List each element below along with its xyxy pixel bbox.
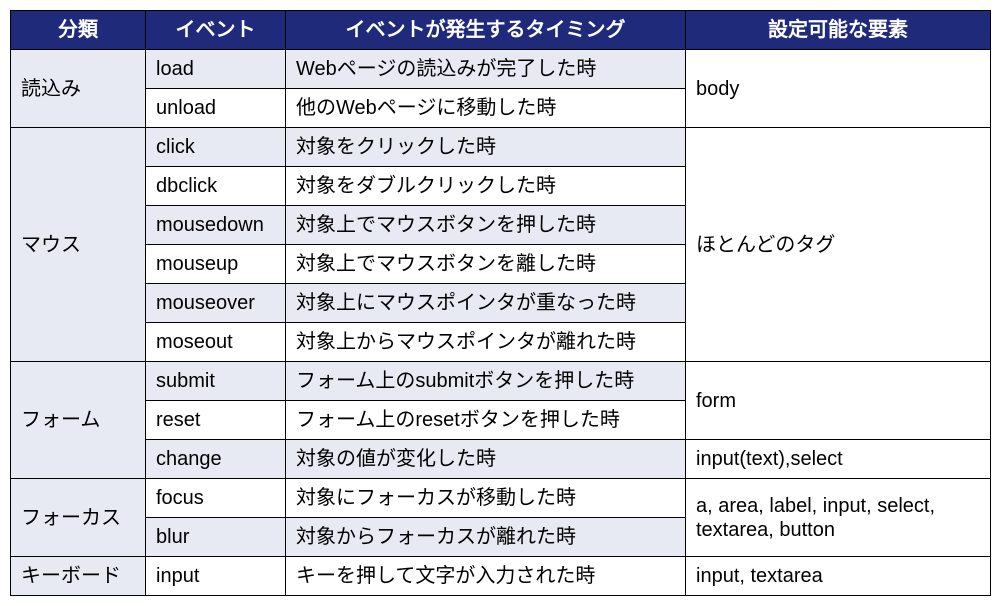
cell-timing: 対象上でマウスボタンを押した時 — [286, 206, 686, 245]
col-header-target: 設定可能な要素 — [686, 11, 991, 50]
cell-timing: 対象上にマウスポインタが重なった時 — [286, 284, 686, 323]
cell-event: submit — [146, 362, 286, 401]
cell-timing: フォーム上のresetボタンを押した時 — [286, 401, 686, 440]
cell-event: moseout — [146, 323, 286, 362]
cell-event: dbclick — [146, 167, 286, 206]
cell-target: form — [686, 362, 991, 440]
cell-event: mouseup — [146, 245, 286, 284]
cell-category: フォーカス — [11, 479, 146, 557]
cell-target: body — [686, 50, 991, 128]
cell-timing: 対象をクリックした時 — [286, 128, 686, 167]
cell-category: 読込み — [11, 50, 146, 128]
cell-event: load — [146, 50, 286, 89]
cell-category: マウス — [11, 128, 146, 362]
cell-timing: 対象からフォーカスが離れた時 — [286, 518, 686, 557]
cell-timing: Webページの読込みが完了した時 — [286, 50, 686, 89]
table-row: 読込み load Webページの読込みが完了した時 body — [11, 50, 991, 89]
cell-event: change — [146, 440, 286, 479]
cell-event: blur — [146, 518, 286, 557]
cell-event: mousedown — [146, 206, 286, 245]
col-header-timing: イベントが発生するタイミング — [286, 11, 686, 50]
cell-event: click — [146, 128, 286, 167]
cell-event: focus — [146, 479, 286, 518]
table-header-row: 分類 イベント イベントが発生するタイミング 設定可能な要素 — [11, 11, 991, 50]
cell-target: a, area, label, input, select, textarea,… — [686, 479, 991, 557]
cell-event: reset — [146, 401, 286, 440]
cell-category: フォーム — [11, 362, 146, 479]
cell-timing: フォーム上のsubmitボタンを押した時 — [286, 362, 686, 401]
cell-target: input(text),select — [686, 440, 991, 479]
cell-event: input — [146, 557, 286, 596]
cell-event: unload — [146, 89, 286, 128]
cell-timing: キーを押して文字が入力された時 — [286, 557, 686, 596]
table-row: キーボード input キーを押して文字が入力された時 input, texta… — [11, 557, 991, 596]
cell-target: input, textarea — [686, 557, 991, 596]
table-row: マウス click 対象をクリックした時 ほとんどのタグ — [11, 128, 991, 167]
cell-timing: 他のWebページに移動した時 — [286, 89, 686, 128]
cell-category: キーボード — [11, 557, 146, 596]
cell-timing: 対象をダブルクリックした時 — [286, 167, 686, 206]
cell-event: mouseover — [146, 284, 286, 323]
col-header-category: 分類 — [11, 11, 146, 50]
cell-timing: 対象の値が変化した時 — [286, 440, 686, 479]
table-row: change 対象の値が変化した時 input(text),select — [11, 440, 991, 479]
events-table: 分類 イベント イベントが発生するタイミング 設定可能な要素 読込み load … — [10, 10, 991, 596]
cell-timing: 対象上からマウスポインタが離れた時 — [286, 323, 686, 362]
table-row: フォーム submit フォーム上のsubmitボタンを押した時 form — [11, 362, 991, 401]
cell-timing: 対象にフォーカスが移動した時 — [286, 479, 686, 518]
col-header-event: イベント — [146, 11, 286, 50]
cell-target: ほとんどのタグ — [686, 128, 991, 362]
table-row: フォーカス focus 対象にフォーカスが移動した時 a, area, labe… — [11, 479, 991, 518]
cell-timing: 対象上でマウスボタンを離した時 — [286, 245, 686, 284]
